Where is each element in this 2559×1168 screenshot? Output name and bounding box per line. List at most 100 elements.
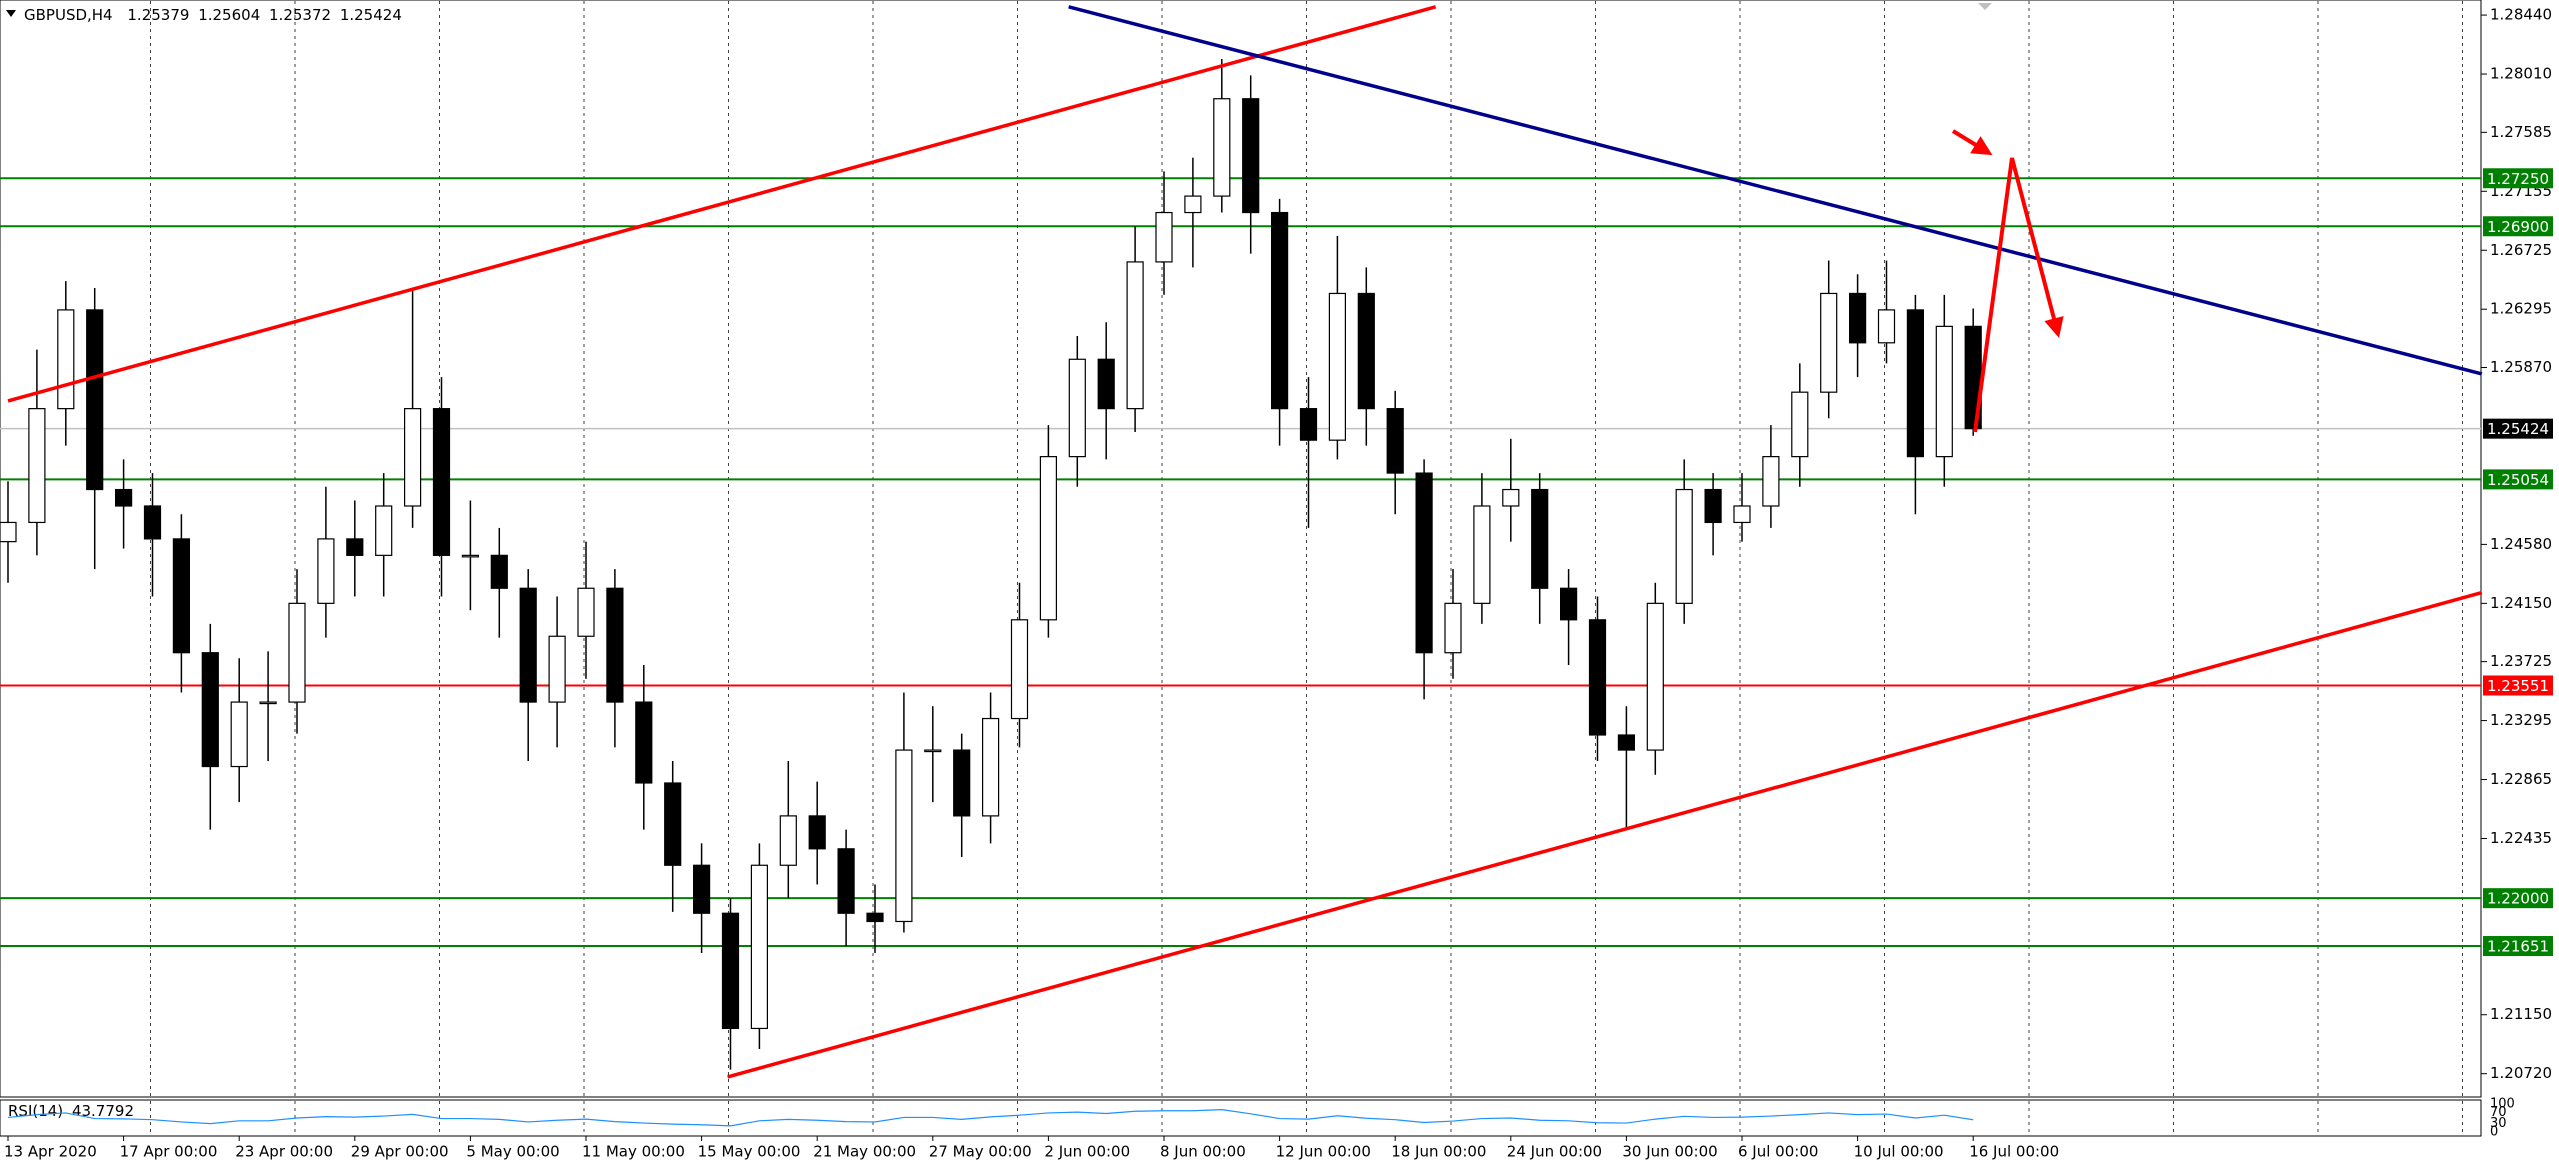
rsi-panel [0,1099,2482,1137]
x-tick-label: 17 Apr 00:00 [120,1143,218,1161]
current-price-label: 1.25424 [2487,420,2549,438]
x-tick-label: 13 Apr 2020 [4,1143,97,1161]
candle-body [28,408,46,524]
level-box [2483,168,2553,189]
candle-body [1299,408,1318,441]
symbol: GBPUSD,H4 [24,6,113,24]
rsi-value: 43.7792 [72,1102,134,1120]
y-tick-label: 1.25870 [2490,358,2552,376]
grid [150,1,2463,1135]
candle-body [895,749,913,923]
candle-body [1473,505,1491,604]
level-label: 1.26900 [2487,218,2549,236]
candles [0,58,1982,1070]
candle-body [837,848,855,914]
x-tick-label: 2 Jun 00:00 [1044,1143,1130,1161]
forecast-arrow [1973,157,2064,433]
menu-triangle [6,10,16,17]
y-tick-label: 1.26295 [2490,300,2552,318]
x-tick-label: 23 Apr 00:00 [235,1143,333,1161]
candle-body [635,701,653,784]
y-tick-label: 1.23725 [2490,652,2552,670]
candle-body [201,652,219,768]
candle-body [1010,619,1029,720]
candle-body [1820,292,1838,393]
candle-body [519,587,537,703]
candle-body [664,782,682,866]
candle-body [259,701,277,705]
level-box [2483,216,2553,237]
candle-body [577,587,595,637]
rsi-tick-label: 100 [2490,1097,2515,1112]
symbol-info: GBPUSD,H4 1.25379 1.25604 1.25372 1.2542… [24,6,402,24]
candle-body [1097,358,1115,410]
candle-body [172,538,190,654]
axes: 1.284401.280101.275851.271551.267251.262… [4,6,2553,1161]
y-tick-label: 1.24580 [2490,535,2552,553]
y-tick-label: 1.28010 [2490,65,2552,83]
x-tick-label: 21 May 00:00 [813,1143,916,1161]
candle-body [1617,734,1636,751]
candle-body [1733,505,1751,524]
candle-body [1877,309,1896,344]
x-tick-label: 18 Jun 00:00 [1391,1143,1486,1161]
level-label: 1.22000 [2487,890,2549,908]
candle-body [432,408,451,556]
candle-body [750,864,769,1030]
y-tick-label: 1.21150 [2490,1005,2552,1023]
candle-body [1444,602,1462,654]
candle-body [1762,456,1780,507]
candle-body [1531,488,1549,589]
x-tick-label: 8 Jun 00:00 [1160,1143,1246,1161]
x-tick-label: 5 May 00:00 [466,1143,559,1161]
candle-body [1675,488,1693,604]
candle-body [490,554,508,589]
candle-body [404,408,422,507]
candle-body [924,749,942,753]
candle-body [1906,309,1925,458]
x-tick-label: 16 Jul 00:00 [1969,1143,2059,1161]
candle-body [1502,488,1520,507]
y-tick-label: 1.27585 [2490,123,2552,141]
candle-body [1155,211,1173,263]
candle-body [143,505,162,540]
level-box [2483,936,2553,957]
candle-body [114,488,133,507]
rsi-tick-label: 0 [2490,1125,2498,1140]
candle-body [548,635,566,703]
rsi-tick-label: 30 [2490,1116,2507,1131]
candle-body [1184,195,1202,214]
candle-body [288,602,306,703]
bar-open: 1.25379 [127,6,189,24]
candle-body [981,717,1000,817]
x-tick-label: 29 Apr 00:00 [351,1143,449,1161]
bar-low: 1.25372 [269,6,331,24]
trendline [727,590,2483,1079]
candle-body [1328,292,1347,441]
level-box [2483,469,2553,490]
level-label: 1.27250 [2487,170,2549,188]
candle-body [1848,292,1867,344]
x-tick-label: 15 May 00:00 [698,1143,801,1161]
level-label: 1.21651 [2487,938,2549,956]
main-panel [0,0,2482,1098]
candle-body [317,538,335,604]
x-tick-label: 27 May 00:00 [929,1143,1032,1161]
candle-body [606,587,624,703]
y-tick-label: 1.22865 [2490,770,2552,788]
candle-body [953,749,971,817]
x-tick-label: 11 May 00:00 [582,1143,685,1161]
level-label: 1.23551 [2487,677,2549,695]
y-tick-label: 1.28440 [2490,6,2552,24]
x-tick-label: 24 Jun 00:00 [1507,1143,1602,1161]
pointer-arrow [1951,129,1993,156]
trendlines [7,5,2483,1079]
level-box [2483,888,2553,909]
candle-body [1935,325,1953,458]
candle-body [692,864,711,914]
candle-body [0,521,17,543]
bar-close: 1.25424 [340,6,402,24]
candle-body [375,505,393,556]
